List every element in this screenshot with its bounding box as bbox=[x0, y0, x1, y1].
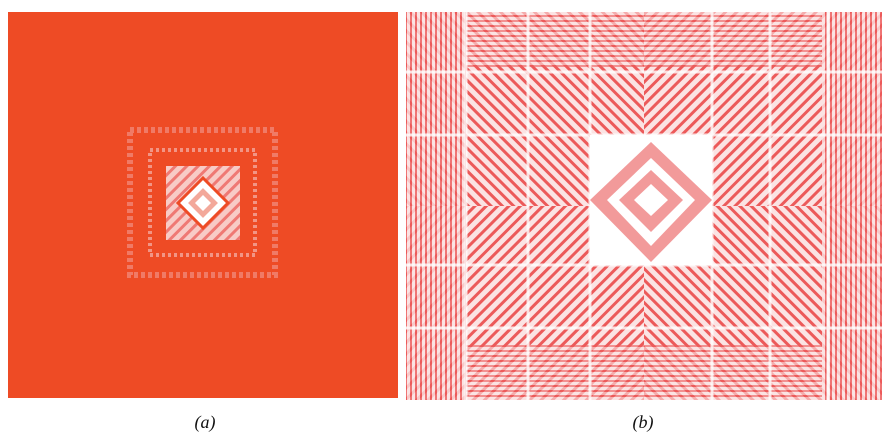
panel-label: (a) bbox=[195, 412, 216, 433]
panel-label: (b) bbox=[633, 412, 654, 433]
panel-b-image bbox=[406, 12, 882, 400]
panel-a-image bbox=[8, 12, 398, 398]
figure: (a) (b) bbox=[0, 0, 882, 437]
